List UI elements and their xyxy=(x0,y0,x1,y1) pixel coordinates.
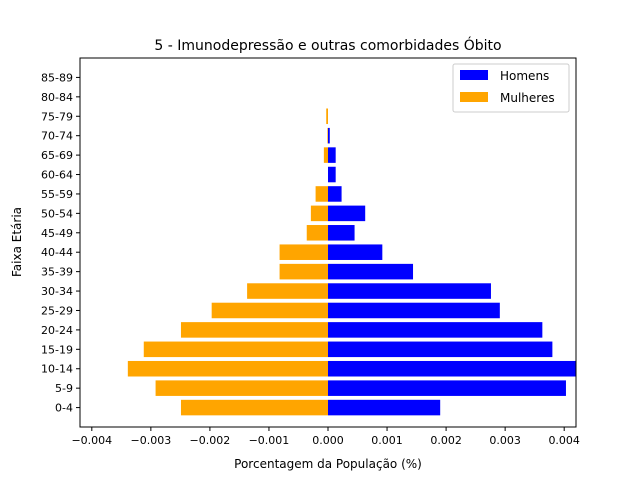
bar-homens-10-14 xyxy=(328,360,576,377)
bar-mulheres-55-59 xyxy=(315,186,328,202)
bar-mulheres-25-29 xyxy=(211,302,328,319)
x-tick-label: −0.002 xyxy=(190,434,231,447)
legend: Homens Mulheres xyxy=(452,63,570,113)
y-tick-label: 80-84 xyxy=(41,91,73,104)
y-tick-label: 60-64 xyxy=(41,169,73,182)
bar-homens-40-44 xyxy=(328,244,383,260)
bar-homens-15-19 xyxy=(328,341,553,358)
y-axis-label: Faixa Etária xyxy=(10,207,24,277)
bar-mulheres-70-74 xyxy=(327,127,328,144)
x-tick-label: 0.003 xyxy=(489,434,521,447)
x-tick-label: −0.001 xyxy=(249,434,290,447)
x-tick-label: 0.002 xyxy=(430,434,462,447)
bar-homens-50-54 xyxy=(328,205,366,222)
chart-title: 5 - Imunodepressão e outras comorbidades… xyxy=(154,36,501,54)
y-tick-label: 75-79 xyxy=(41,110,73,123)
y-tick-label: 40-44 xyxy=(41,246,73,259)
bar-mulheres-10-14 xyxy=(127,360,328,377)
y-tick-label: 5-9 xyxy=(55,382,73,395)
x-tick-label: 0.001 xyxy=(371,434,403,447)
legend-swatch-homens xyxy=(460,70,488,80)
bar-homens-55-59 xyxy=(328,186,342,202)
y-tick-label: 45-49 xyxy=(41,227,73,240)
y-tick-label: 70-74 xyxy=(41,130,73,143)
x-tick-label: −0.003 xyxy=(130,434,171,447)
bar-mulheres-75-79 xyxy=(326,108,328,125)
bar-homens-45-49 xyxy=(328,225,355,241)
x-axis-label: Porcentagem da População (%) xyxy=(234,457,422,471)
bar-mulheres-0-4 xyxy=(180,399,328,416)
y-axis-ticks: 0-4 5-9 10-14 15-19 20-24 25-29 30-34 35-39 40-4… xyxy=(41,71,80,415)
y-tick-label: 50-54 xyxy=(41,207,73,220)
bar-homens-70-74 xyxy=(328,127,330,144)
y-tick-label: 85-89 xyxy=(41,71,73,84)
bar-homens-0-4 xyxy=(328,399,441,416)
bar-homens-30-34 xyxy=(328,283,491,299)
bar-mulheres-65-69 xyxy=(323,147,328,163)
legend-label-mulheres: Mulheres xyxy=(500,91,555,105)
x-axis-ticks: −0.004 −0.003 −0.002 −0.001 0.000 0.001 0.002 0… xyxy=(71,427,580,447)
y-tick-label: 55-59 xyxy=(41,188,73,201)
x-tick-label: 0.004 xyxy=(548,434,580,447)
y-tick-label: 25-29 xyxy=(41,304,73,317)
y-tick-label: 15-19 xyxy=(41,343,73,356)
bar-homens-65-69 xyxy=(328,147,336,163)
y-tick-label: 35-39 xyxy=(41,266,73,279)
y-tick-label: 10-14 xyxy=(41,363,73,376)
bar-mulheres-5-9 xyxy=(155,380,328,396)
legend-label-homens: Homens xyxy=(500,69,549,83)
bars-layer xyxy=(127,108,576,416)
bar-homens-60-64 xyxy=(328,166,336,183)
bar-mulheres-15-19 xyxy=(143,341,328,358)
legend-swatch-mulheres xyxy=(460,92,488,102)
x-tick-label: 0.000 xyxy=(312,434,344,447)
y-tick-label: 30-34 xyxy=(41,285,73,298)
y-tick-label: 20-24 xyxy=(41,324,73,337)
bar-mulheres-20-24 xyxy=(180,322,328,338)
y-tick-label: 0-4 xyxy=(55,402,73,415)
bar-mulheres-45-49 xyxy=(306,225,328,241)
bar-mulheres-35-39 xyxy=(279,263,328,280)
bar-homens-25-29 xyxy=(328,302,500,319)
bar-homens-20-24 xyxy=(328,322,543,338)
bar-homens-5-9 xyxy=(328,380,566,396)
y-tick-label: 65-69 xyxy=(41,149,73,162)
x-tick-label: −0.004 xyxy=(71,434,112,447)
bar-mulheres-30-34 xyxy=(247,283,328,299)
bar-mulheres-50-54 xyxy=(310,205,328,222)
bar-homens-35-39 xyxy=(328,263,414,280)
bar-mulheres-40-44 xyxy=(279,244,328,260)
